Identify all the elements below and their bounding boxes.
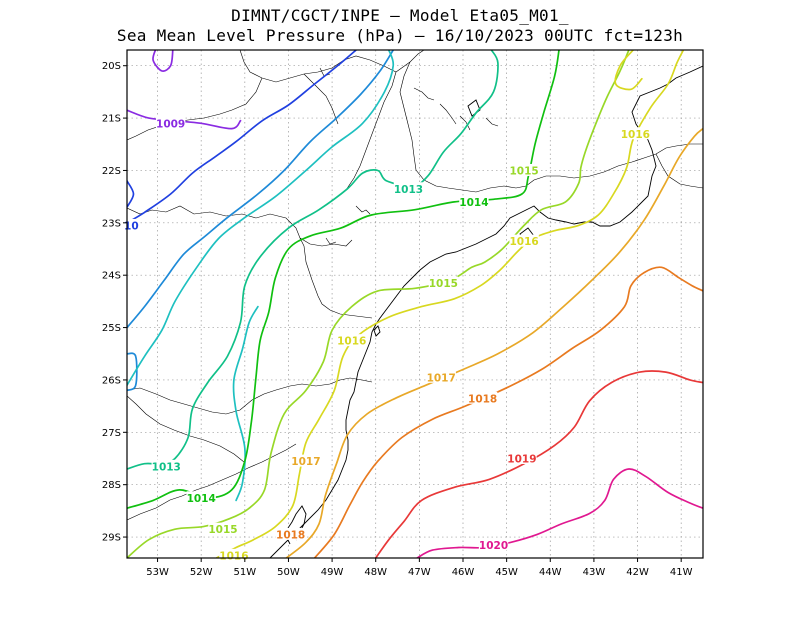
isobar-label-1016: 1016 <box>337 336 366 348</box>
isobar-1010 <box>127 50 357 224</box>
isobar-label-1009: 1009 <box>156 118 185 130</box>
isobar-1015 <box>127 50 630 558</box>
isobar-label-1017: 1017 <box>427 372 456 384</box>
y-tick-label: 24S <box>102 271 121 282</box>
x-tick-label: 51W <box>234 567 257 578</box>
x-tick-label: 41W <box>670 567 693 578</box>
y-tick-label: 27S <box>102 428 121 439</box>
x-tick-label: 43W <box>583 567 606 578</box>
isobar-label-bg <box>478 538 509 551</box>
x-tick-label: 45W <box>495 567 518 578</box>
isobar-label-1014: 1014 <box>187 493 216 505</box>
isobar-label-bg <box>291 454 321 467</box>
isobar-1011 <box>127 50 395 329</box>
isobar-1012 <box>232 305 259 502</box>
isobar-1018 <box>313 266 703 558</box>
x-tick-label: 47W <box>408 567 431 578</box>
y-tick-label: 22S <box>102 166 121 177</box>
isobar-label-1018: 1018 <box>468 393 497 405</box>
x-tick-label: 53W <box>146 567 169 578</box>
isobar-label-bg <box>459 195 489 208</box>
isobar-label-1016: 1016 <box>509 236 538 248</box>
coastline <box>269 65 703 558</box>
y-axis: 20S 21S 22S 23S 24S 25S 26S 27S 28S 29S <box>102 61 127 544</box>
isobar-label-bg <box>426 370 456 383</box>
isobar-label-bg <box>337 334 367 347</box>
x-tick-label: 52W <box>190 567 213 578</box>
x-tick-label: 49W <box>321 567 344 578</box>
y-tick-label: 28S <box>102 480 121 491</box>
isobar-1019 <box>374 370 703 558</box>
isobar-label-1015: 1015 <box>208 524 237 536</box>
isobar-label-bg <box>509 163 539 176</box>
isobar-label-1018: 1018 <box>276 529 305 541</box>
plot-area <box>127 50 703 558</box>
isobar-1012 <box>127 50 395 387</box>
isobar-label-1015: 1015 <box>429 278 458 290</box>
y-tick-label: 25S <box>102 323 121 334</box>
geography-layer <box>127 50 703 558</box>
isobar-1016 <box>215 50 685 558</box>
isobar-label-10: 10 <box>124 220 139 232</box>
isobar-label-1013: 1013 <box>394 184 423 196</box>
y-tick-label: 21S <box>102 114 121 125</box>
isobar-1010 <box>127 180 135 208</box>
x-tick-label: 42W <box>626 567 649 578</box>
x-axis: 53W 52W 51W 50W 49W 48W 47W 46W 45W 44W 43W 42W 41W <box>146 558 693 578</box>
isobar-label-1016: 1016 <box>219 550 248 562</box>
isobar-label-1017: 1017 <box>291 456 320 468</box>
x-tick-label: 46W <box>452 567 475 578</box>
isobar-1020 <box>416 468 703 558</box>
isobar-label-1020: 1020 <box>479 540 508 552</box>
isobar-label-layer: 1009 10 1013 1014 1015 1015 1016 1016 1016 1017 10… <box>123 116 651 562</box>
rivers-lakes <box>319 67 499 245</box>
state-borders <box>127 50 703 521</box>
isobar-label-bg <box>151 459 181 472</box>
isobar-label-bg <box>467 391 498 404</box>
isobar-label-1016: 1016 <box>621 129 650 141</box>
isobar-label-1013: 1013 <box>152 461 181 473</box>
isobar-label-bg <box>155 116 186 129</box>
isobar-label-bg <box>393 182 424 195</box>
isobar-label-bg <box>507 451 537 464</box>
isobar-label-bg <box>620 127 651 140</box>
chart-title-line2: Sea Mean Level Pressure (hPa) – 16/10/20… <box>116 26 684 45</box>
x-tick-label: 44W <box>539 567 562 578</box>
isobar-1013 <box>127 50 499 470</box>
isobar-label-bg <box>208 522 238 535</box>
y-tick-label: 20S <box>102 61 121 72</box>
isobar-layer <box>127 50 703 558</box>
isobar-1009 <box>152 50 174 72</box>
isobar-1017 <box>285 127 703 558</box>
x-tick-label: 48W <box>364 567 387 578</box>
y-tick-label: 23S <box>102 218 121 229</box>
isobar-label-1015: 1015 <box>509 165 538 177</box>
y-tick-label: 29S <box>102 533 121 544</box>
chart-title-line1: DIMNT/CGCT/INPE – Model Eta05_M01_ <box>231 6 569 25</box>
plot-frame <box>126 49 704 559</box>
isobar-label-1014: 1014 <box>459 197 488 209</box>
x-tick-label: 50W <box>277 567 300 578</box>
isobar-1011 <box>127 352 138 392</box>
isobar-label-bg <box>275 527 306 540</box>
isobar-label-bg <box>428 276 459 289</box>
isobar-1009 <box>127 109 242 130</box>
isobar-1016 <box>614 50 643 91</box>
isobar-label-bg <box>186 491 216 504</box>
isobar-label-bg <box>509 234 539 247</box>
isobar-label-1019: 1019 <box>507 453 536 465</box>
y-tick-label: 26S <box>102 375 121 386</box>
